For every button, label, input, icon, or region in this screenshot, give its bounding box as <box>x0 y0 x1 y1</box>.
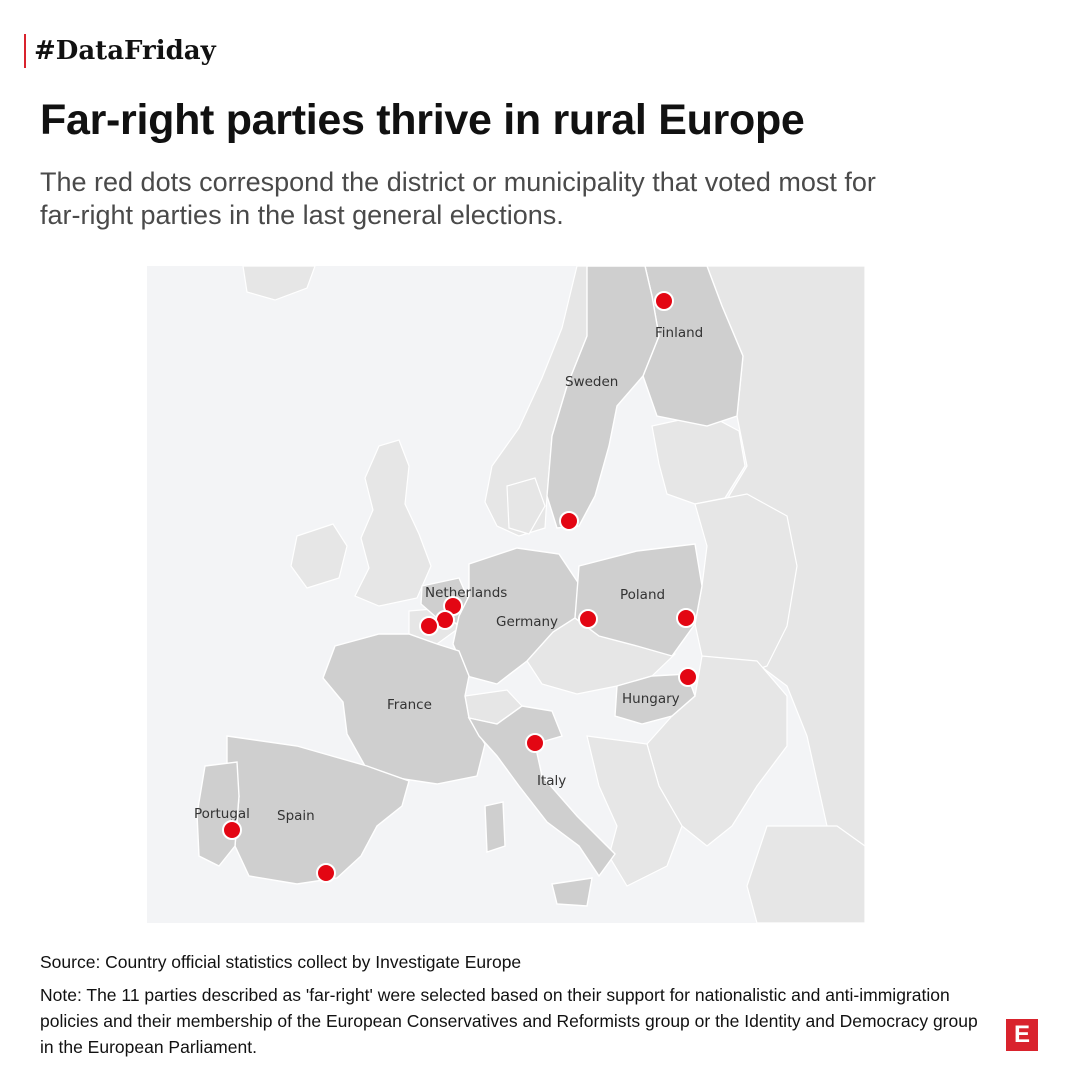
country-sweden <box>546 266 660 529</box>
dot-finland <box>654 291 674 311</box>
country-italy <box>467 705 616 878</box>
highlighted-countries <box>196 266 744 907</box>
label-germany: Germany <box>496 614 558 630</box>
label-poland: Poland <box>620 587 665 603</box>
dot-markers <box>222 291 698 883</box>
label-portugal: Portugal <box>194 806 250 822</box>
label-italy: Italy <box>537 773 566 789</box>
country-hungary <box>614 673 696 725</box>
label-netherlands: Netherlands <box>425 585 507 601</box>
country-sicily <box>551 877 593 907</box>
brand-logo: E <box>1006 1019 1038 1051</box>
country-sardinia <box>484 801 506 853</box>
europe-map: Finland Sweden Netherlands Germany Polan… <box>147 266 865 923</box>
label-hungary: Hungary <box>622 691 680 707</box>
tag-accent-bar <box>24 34 26 68</box>
brand-logo-letter: E <box>1013 1021 1030 1048</box>
dot-spain <box>316 863 336 883</box>
methodology-note: Note: The 11 parties described as 'far-r… <box>40 985 978 1057</box>
other-countries <box>242 266 865 923</box>
dot-portugal <box>222 820 242 840</box>
label-finland: Finland <box>655 325 703 341</box>
hashtag-tag: #DataFriday <box>24 34 216 68</box>
page-title: Far-right parties thrive in rural Europe <box>40 96 805 144</box>
label-sweden: Sweden <box>565 374 618 390</box>
label-france: France <box>387 697 432 713</box>
country-denmark <box>506 477 546 535</box>
dot-italy <box>525 733 545 753</box>
dot-hungary <box>678 667 698 687</box>
country-ireland <box>290 523 348 589</box>
hashtag-text: #DataFriday <box>34 36 216 66</box>
page-subtitle: The red dots correspond the district or … <box>40 167 876 230</box>
country-iceland <box>242 266 316 301</box>
label-spain: Spain <box>277 808 315 824</box>
map-svg: Finland Sweden Netherlands Germany Polan… <box>147 266 865 923</box>
dot-germany-east <box>578 609 598 629</box>
country-great-britain <box>354 439 432 607</box>
source-note: Source: Country official statistics coll… <box>40 952 522 972</box>
dot-poland <box>676 608 696 628</box>
country-labels: Finland Sweden Netherlands Germany Polan… <box>194 325 703 824</box>
country-portugal <box>196 761 240 867</box>
country-turkey <box>746 825 865 923</box>
dot-belgium-2 <box>419 616 439 636</box>
dot-sweden <box>559 511 579 531</box>
country-balkan-coast <box>586 735 683 887</box>
country-germany <box>452 547 580 685</box>
country-france <box>322 633 486 785</box>
